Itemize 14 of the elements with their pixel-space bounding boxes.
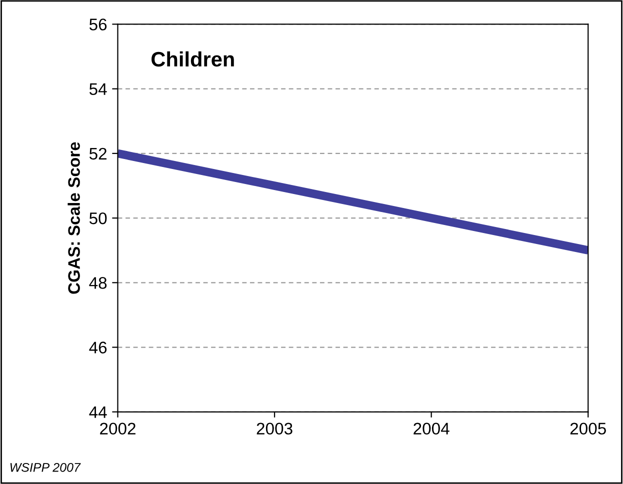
y-tick-label: 44 [89,406,107,418]
y-tick-label: 52 [89,148,106,160]
y-tick-label: 46 [89,342,107,354]
x-tick-label: 2004 [414,422,450,435]
y-axis-title: CGAS: Scale Score [68,142,80,294]
x-tick-label: 2003 [256,422,292,435]
text: Children [152,51,234,67]
text: WSIPP 2007 [10,463,81,472]
x-tick-label: 2005 [570,422,606,435]
y-tick-label: 50 [89,212,107,224]
y-tick-label: 54 [89,83,107,96]
y-tick-label: 48 [89,277,107,289]
x-tick-label: 2002 [100,422,136,435]
y-tick-label: 56 [89,18,107,30]
